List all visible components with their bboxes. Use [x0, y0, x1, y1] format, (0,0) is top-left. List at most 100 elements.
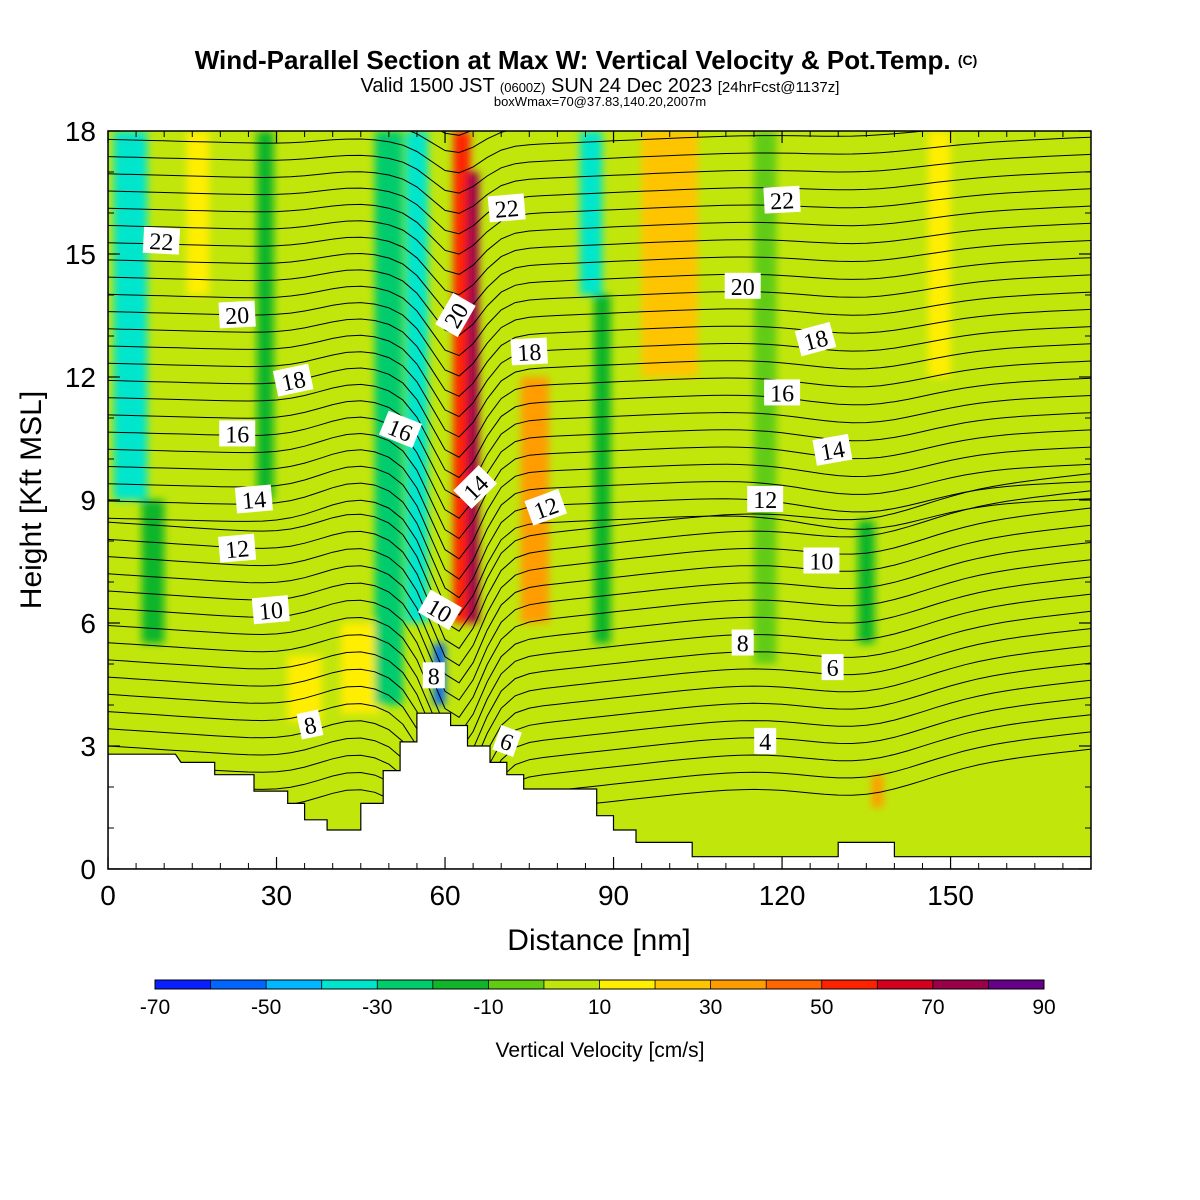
contour-label-text: 8	[737, 632, 749, 658]
colorbar-swatch	[210, 980, 267, 989]
isentrope-line	[108, 645, 1091, 805]
colorbar-label: Vertical Velocity [cm/s]	[496, 1039, 705, 1062]
y-axis: 0 3 6 9 12 15 18	[65, 116, 1091, 885]
x-tick-label: 0	[100, 880, 116, 911]
colorbar-tick-label: -30	[362, 996, 392, 1019]
contour-label-text: 14	[819, 437, 847, 467]
velocity-band	[113, 131, 148, 500]
contour-label-bg	[417, 589, 462, 631]
x-axis: 0 30 60 90 120 150	[100, 131, 1092, 911]
contour-label-bg	[453, 465, 498, 509]
contour-label-bg	[510, 337, 548, 366]
velocity-band	[928, 131, 951, 377]
contour-label-bg	[764, 379, 801, 406]
y-tick-label: 9	[80, 485, 96, 516]
contour-label-text: 16	[225, 422, 249, 448]
y-tick-label: 3	[80, 731, 96, 762]
colorbar-tick-label: -50	[251, 996, 281, 1019]
contour-label-bg	[218, 533, 257, 563]
contour-label-bg	[234, 484, 273, 514]
contour-label: 16	[219, 420, 256, 448]
colorbar-swatch	[599, 980, 656, 989]
contour-label-text: 16	[770, 381, 794, 407]
contour-label-bg	[724, 272, 761, 299]
contour-label: 14	[453, 465, 498, 509]
contour-labels: 2220181614121081620221814121086222018161…	[142, 185, 853, 757]
contour-label: 18	[272, 363, 314, 397]
contour-label-text: 14	[241, 487, 267, 515]
contour-label-bg	[251, 595, 290, 625]
y-axis-label: Height [Kft MSL]	[15, 391, 48, 609]
x-tick-label: 30	[261, 880, 292, 911]
contour-label-text: 12	[224, 536, 250, 564]
isentrope-line	[108, 714, 1091, 869]
contour-label-bg	[272, 363, 314, 397]
contour-label: 20	[724, 272, 761, 301]
isentrope-line	[108, 524, 1091, 684]
contour-label-bg	[219, 420, 256, 447]
contour-label-text: 22	[149, 229, 174, 256]
velocity-band	[871, 774, 884, 808]
isentrope-line	[108, 360, 1091, 458]
colorbar-swatch	[932, 980, 989, 989]
contour-label: 4	[754, 727, 777, 756]
colorbar-swatch	[988, 980, 1045, 989]
isentrope-line	[108, 507, 1091, 667]
contour-label-text: 10	[258, 598, 284, 626]
isentrope-line	[108, 731, 1091, 869]
isentrope-line	[108, 326, 1091, 418]
contour-label-text: 8	[302, 713, 319, 741]
contour-label: 22	[487, 193, 526, 224]
colorbar-swatch	[377, 980, 434, 989]
contour-label-bg	[821, 654, 844, 681]
colorbar-tick-label: -10	[473, 996, 503, 1019]
contour-label-text: 20	[225, 303, 250, 330]
valid-utc: (0600Z)	[500, 80, 546, 95]
colorbar-tick-label: 30	[699, 996, 722, 1019]
contour-label-text: 22	[494, 196, 520, 224]
isentrope-line	[108, 412, 1091, 519]
contour-label-bg	[794, 321, 837, 357]
isentrope-line	[108, 395, 1091, 499]
y-tick-label: 0	[80, 854, 96, 885]
contour-label-text: 12	[753, 488, 777, 514]
x-tick-label: 90	[598, 880, 629, 911]
colorbar-swatch	[766, 980, 823, 989]
isentrope-line	[108, 473, 1091, 632]
colorbar-tick-label: -70	[140, 996, 170, 1019]
contour-label: 10	[251, 595, 290, 626]
contour-label-text: 22	[769, 188, 794, 215]
valid-prefix: Valid 1500 JST	[361, 75, 495, 97]
x-axis-label: Distance [nm]	[507, 924, 690, 957]
x-tick-label: 60	[429, 880, 460, 911]
contour-label-bg	[524, 488, 568, 526]
contour-label: 12	[218, 533, 257, 564]
y-tick-label: 18	[65, 116, 96, 147]
isentrope-line	[108, 257, 1091, 336]
contour-label: 14	[234, 484, 273, 515]
contour-label-bg	[803, 547, 840, 574]
isentrope-line	[108, 498, 1091, 616]
colorbar-tick-label: 90	[1032, 996, 1055, 1019]
colorbar-swatch	[488, 980, 545, 989]
contour-label: 8	[296, 709, 324, 741]
contour-label-text: 4	[759, 730, 771, 756]
potential-temperature-contours	[108, 131, 1091, 869]
contour-label-text: 6	[827, 656, 839, 682]
contour-label: 8	[422, 662, 445, 690]
isentrope-line	[108, 679, 1091, 839]
velocity-band	[467, 172, 479, 623]
contour-label: 8	[731, 629, 754, 658]
isentrope-line	[108, 446, 1091, 560]
chart-title-text: Wind-Parallel Section at Max W: Vertical…	[195, 45, 951, 75]
contour-label: 18	[794, 321, 837, 357]
contour-label-text: 8	[428, 664, 440, 690]
y-tick-label: 12	[65, 362, 96, 393]
contour-label: 12	[524, 488, 568, 526]
contour-label: 14	[812, 433, 853, 467]
isentrope-line	[108, 343, 1091, 438]
contour-label: 18	[510, 337, 548, 367]
isentrope-line	[108, 240, 1091, 316]
isentrope-line	[108, 136, 1091, 194]
